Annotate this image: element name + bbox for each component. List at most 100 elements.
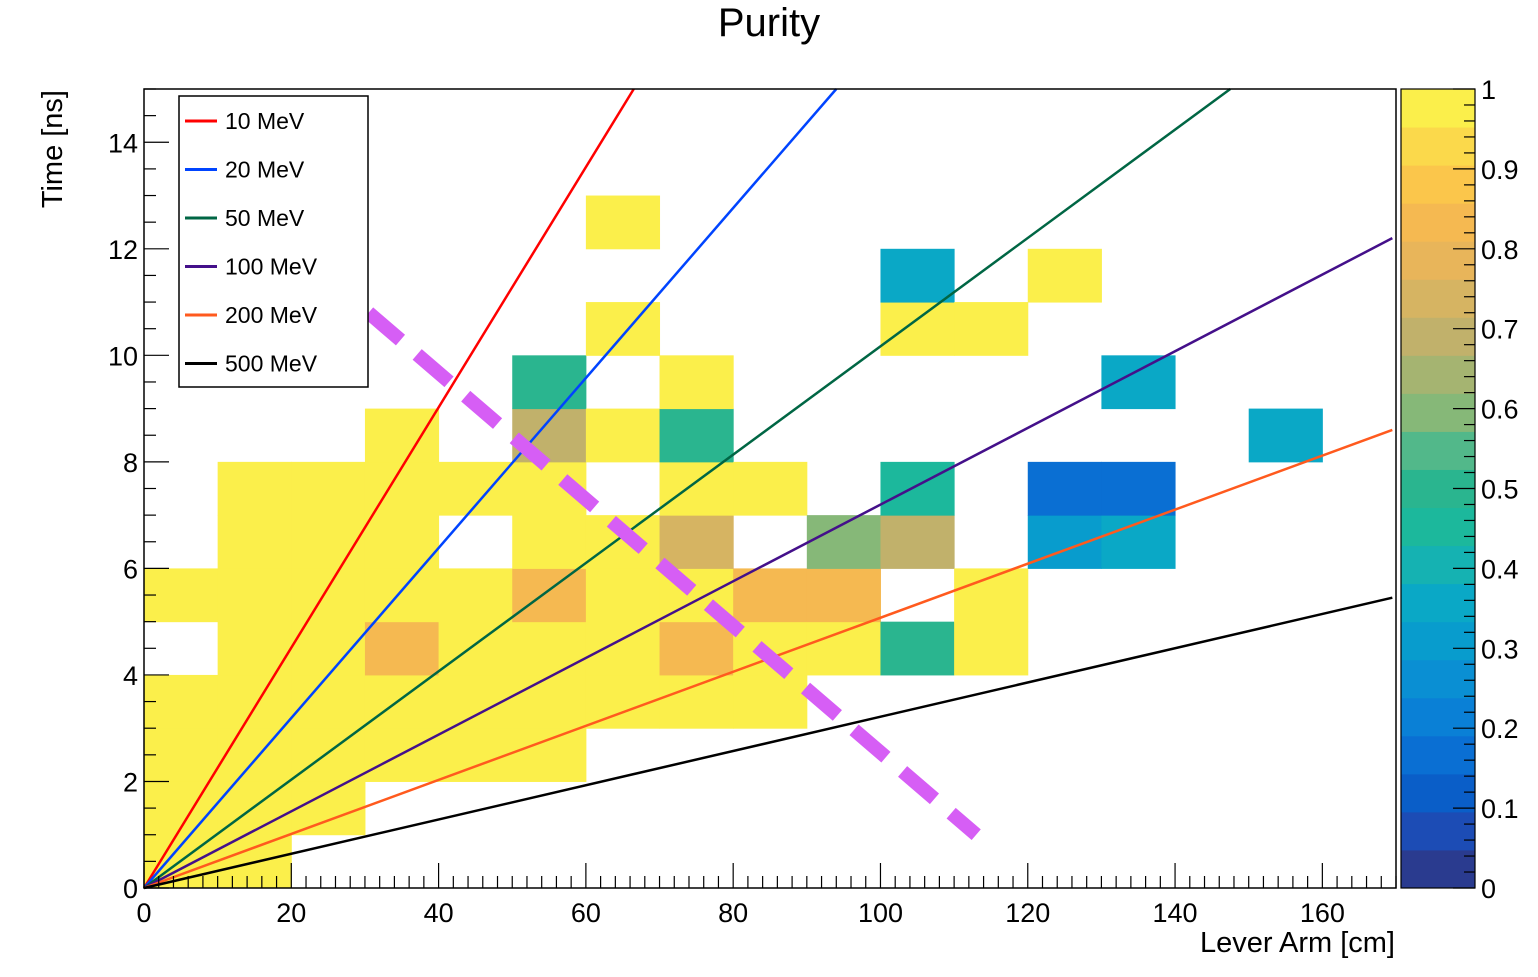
momentum-line (143, 237, 1393, 890)
heatmap-cell (217, 515, 292, 569)
colorbar-band (1401, 165, 1475, 204)
x-tick-label: 0 (136, 898, 151, 928)
heatmap-cell (438, 728, 513, 782)
x-tick-label: 40 (424, 898, 454, 928)
colorbar-band (1401, 507, 1475, 547)
heatmap-cell (880, 248, 955, 303)
colorbar-band (1401, 583, 1475, 623)
colorbar-band (1401, 203, 1475, 242)
heatmap-cell (806, 568, 881, 623)
colorbar-band (1401, 431, 1475, 470)
heatmap-cell (217, 461, 292, 516)
colorbar-band (1401, 811, 1475, 851)
heatmap-cell (585, 674, 661, 729)
y-tick-label: 0 (123, 874, 138, 904)
heatmap-cell (438, 568, 513, 623)
colorbar-band (1401, 849, 1475, 889)
x-axis-title: Lever Arm [cm] (1200, 927, 1395, 959)
heatmap-cell (1101, 461, 1176, 516)
heatmap-cell (291, 568, 366, 623)
y-tick-label: 12 (108, 235, 138, 265)
x-tick-label: 100 (858, 898, 903, 928)
heatmap-cell (659, 515, 734, 569)
heatmap-cell (806, 621, 881, 676)
heatmap-cell (144, 568, 219, 623)
heatmap-cell (364, 621, 440, 676)
heatmap-cell (880, 461, 955, 516)
colorbar-tick-label: 0.3 (1481, 634, 1519, 664)
x-tick-label: 160 (1300, 898, 1345, 928)
colorbar-band (1401, 89, 1475, 128)
colorbar-tick-label: 0.8 (1481, 235, 1519, 265)
x-tick-label: 140 (1153, 898, 1198, 928)
y-tick-label: 8 (123, 448, 138, 478)
heatmap-cell (512, 355, 587, 410)
colorbar-band (1401, 735, 1475, 775)
heatmap-cell (585, 568, 661, 623)
x-tick-label: 80 (718, 898, 748, 928)
heatmap-cell (512, 674, 587, 729)
heatmap-cell (291, 461, 366, 516)
x-tick-label: 20 (276, 898, 306, 928)
heatmap-cell (585, 195, 661, 250)
colorbar-band (1401, 545, 1475, 585)
heatmap-cell (144, 674, 219, 729)
colorbar-band (1401, 127, 1475, 166)
heatmap-cell (659, 355, 734, 410)
legend-label: 500 MeV (225, 351, 318, 377)
heatmap-cell (291, 515, 366, 569)
heatmap-cell (880, 515, 955, 569)
heatmap-cell (659, 621, 734, 676)
legend-label: 50 MeV (225, 205, 305, 231)
legend-label: 10 MeV (225, 108, 305, 134)
annotation-layer (364, 307, 981, 841)
colorbar-tick-label: 0.2 (1481, 714, 1519, 744)
legend-label: 200 MeV (225, 302, 318, 328)
heatmap-cell (144, 728, 219, 782)
colorbar-tick-label: 0.6 (1481, 395, 1519, 425)
y-axis: 0 2 4 6 8 10 12 14 (108, 88, 169, 904)
x-axis: 0 20 40 60 80 100 120 140 160 (136, 863, 1397, 928)
y-tick-label: 14 (108, 128, 138, 158)
heatmap-cell (291, 674, 366, 729)
heatmap-cell (585, 302, 661, 356)
legend-label: 20 MeV (225, 157, 305, 183)
colorbar-tick-label: 0.9 (1481, 155, 1519, 185)
colorbar-band (1401, 659, 1475, 699)
colorbar-band (1401, 697, 1475, 737)
heatmap-cell (512, 728, 587, 782)
momentum-line (143, 596, 1393, 890)
legend: 10 MeV 20 MeV 50 MeV 100 MeV 200 MeV 500 MeV (178, 95, 369, 388)
heatmap-cells (144, 195, 1323, 889)
heatmap-cell (512, 621, 587, 676)
heatmap-cell (733, 674, 808, 729)
colorbar-band (1401, 773, 1475, 813)
heatmap-cell (954, 621, 1029, 676)
heatmap-cell (364, 674, 440, 729)
colorbar-band (1401, 317, 1475, 356)
heatmap-cell (880, 621, 955, 676)
momentum-line (142, 88, 635, 889)
heatmap-cell (438, 621, 513, 676)
dashed-annotation-line (364, 307, 981, 841)
heatmap-cell (217, 728, 292, 782)
colorbar-band (1401, 241, 1475, 280)
heatmap-cell (880, 302, 955, 356)
colorbar-tick-label: 0.7 (1481, 315, 1519, 345)
heatmap-cell (438, 461, 513, 516)
heatmap-cell (364, 568, 440, 623)
x-tick-label: 60 (571, 898, 601, 928)
heatmap-cell (291, 781, 366, 836)
heatmap-cell (659, 408, 734, 463)
colorbar-tick-label: 0.5 (1481, 475, 1519, 505)
chart-title: Purity (718, 1, 820, 45)
colorbar-tick-label: 0.1 (1481, 794, 1519, 824)
momentum-line (143, 87, 1232, 890)
legend-label: 100 MeV (225, 254, 318, 280)
heatmap-cell (733, 568, 808, 623)
colorbar-band (1401, 355, 1475, 394)
colorbar-band (1401, 621, 1475, 661)
heatmap-cell (217, 568, 292, 623)
heatmap-cell (217, 674, 292, 729)
